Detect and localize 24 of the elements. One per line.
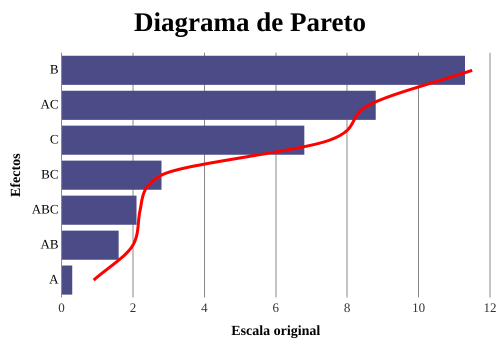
y-tick-label: AB: [40, 236, 59, 252]
x-tick-label: 12: [484, 300, 496, 315]
x-tick-label: 0: [58, 300, 65, 315]
bar: [62, 266, 72, 295]
y-tick-label: AC: [40, 96, 59, 112]
x-axis-title: Escala original: [231, 324, 320, 340]
x-tick-label: 10: [412, 300, 426, 315]
chart-title: Diagrama de Pareto: [133, 6, 367, 39]
x-tick-label: 8: [344, 300, 350, 315]
y-tick-label: C: [50, 132, 59, 147]
bar: [62, 230, 119, 260]
bar: [62, 56, 466, 85]
bar: [62, 196, 137, 225]
y-tick-label: BC: [41, 166, 59, 182]
y-tick-label: ABC: [32, 202, 59, 217]
y-tick-label: B: [50, 62, 59, 77]
x-tick-label: 2: [130, 300, 136, 315]
bar: [62, 160, 162, 190]
bar: [62, 126, 304, 155]
x-tick-label: 6: [272, 300, 280, 315]
y-axis-title: Efectos: [9, 152, 24, 197]
y-tick-label: A: [49, 272, 60, 287]
bar: [62, 90, 376, 120]
x-tick-label: 4: [201, 300, 208, 315]
